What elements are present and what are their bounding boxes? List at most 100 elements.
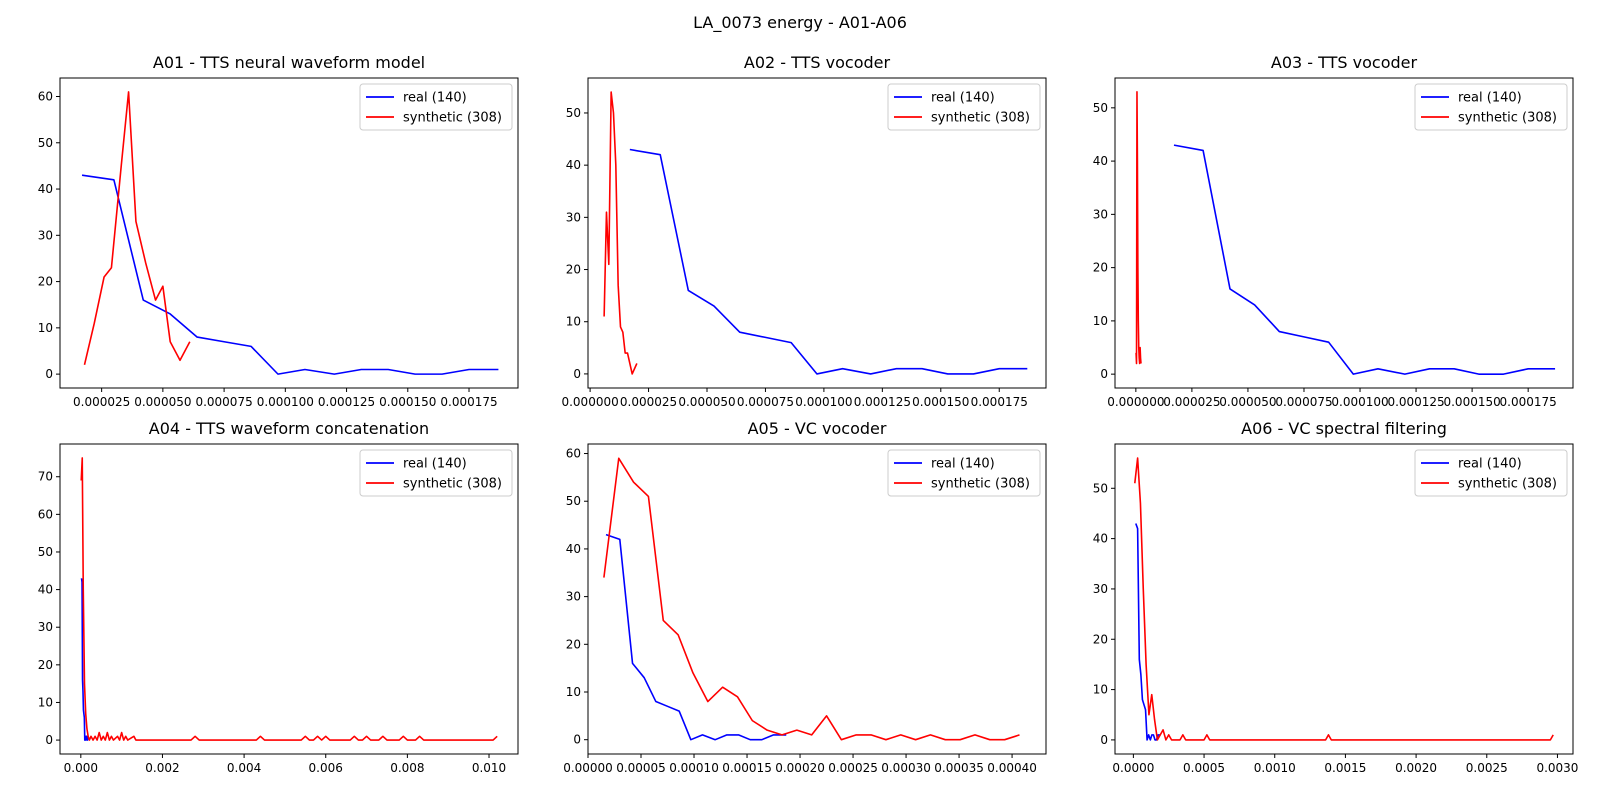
x-tick-label: 0.00030 xyxy=(881,761,931,775)
axes-frame xyxy=(59,443,519,755)
axes-frame xyxy=(1114,443,1574,755)
legend-box xyxy=(359,83,513,131)
x-tick-label: 0.00000 xyxy=(563,761,613,775)
legend-box xyxy=(1414,83,1568,131)
series-group xyxy=(603,457,1020,741)
x-tick-label: 0.0005 xyxy=(1183,761,1225,775)
legend: real (140) synthetic (308) xyxy=(1414,449,1568,497)
legend-box xyxy=(359,449,513,497)
x-tick-label: 0.000000 xyxy=(1107,395,1164,409)
y-tick-label: 0 xyxy=(573,367,581,381)
x-tick-label: 0.000000 xyxy=(561,395,618,409)
legend-label: real (140) xyxy=(931,91,995,106)
x-tick-label: 0.00040 xyxy=(987,761,1037,775)
legend-label: synthetic (308) xyxy=(931,111,1030,126)
axes-frame xyxy=(59,77,519,389)
y-tick-label: 40 xyxy=(566,542,581,556)
y-tick-label: 40 xyxy=(38,583,53,597)
subplot-title: A04 - TTS waveform concatenation xyxy=(149,419,429,438)
x-tick-label: 0.000100 xyxy=(257,395,314,409)
series-group xyxy=(603,91,1028,375)
series-line-real xyxy=(80,578,89,741)
x-tick-label: 0.000075 xyxy=(737,395,794,409)
y-tick-label: 30 xyxy=(566,590,581,604)
x-tick-label: 0.00005 xyxy=(616,761,666,775)
y-tick-label: 50 xyxy=(38,136,53,150)
subplot-1: A01 - TTS neural waveform model 0.000025 0… xyxy=(38,53,519,409)
x-tick-label: 0.008 xyxy=(390,761,424,775)
y-tick-label: 10 xyxy=(38,695,53,709)
y-tick-label: 20 xyxy=(1093,632,1108,646)
x-tick-label: 0.000025 xyxy=(73,395,130,409)
y-tick-label: 30 xyxy=(566,210,581,224)
x-tick-label: 0.000075 xyxy=(1275,395,1332,409)
y-tick-label: 60 xyxy=(566,447,581,461)
legend: real (140) synthetic (308) xyxy=(887,449,1041,497)
y-tick-label: 10 xyxy=(1093,683,1108,697)
y-tick-label: 0 xyxy=(1100,733,1108,747)
x-tick-label: 0.0030 xyxy=(1536,761,1578,775)
legend-label: real (140) xyxy=(1458,91,1522,106)
y-tick-label: 40 xyxy=(566,158,581,172)
series-line-real xyxy=(1173,144,1556,375)
x-tick-label: 0.000100 xyxy=(1331,395,1388,409)
series-line-real xyxy=(629,148,1028,375)
legend-label: synthetic (308) xyxy=(403,477,502,492)
series-line-synthetic xyxy=(603,91,638,375)
x-tick-label: 0.0010 xyxy=(1254,761,1296,775)
legend-label: real (140) xyxy=(931,457,995,472)
axes-frame xyxy=(587,443,1047,755)
y-tick-label: 20 xyxy=(566,637,581,651)
legend-box xyxy=(887,83,1041,131)
legend-label: real (140) xyxy=(403,91,467,106)
y-tick-label: 30 xyxy=(1093,207,1108,221)
x-tick-label: 0.000025 xyxy=(620,395,677,409)
legend-box xyxy=(1414,449,1568,497)
subplot-title: A03 - TTS vocoder xyxy=(1271,53,1418,72)
x-tick-label: 0.000100 xyxy=(795,395,852,409)
y-tick-label: 40 xyxy=(38,182,53,196)
y-tick-label: 20 xyxy=(566,263,581,277)
x-tick-label: 0.00015 xyxy=(722,761,772,775)
subplot-title: A02 - TTS vocoder xyxy=(744,53,891,72)
x-tick-label: 0.000175 xyxy=(440,395,497,409)
y-tick-label: 50 xyxy=(566,494,581,508)
x-tick-label: 0.000150 xyxy=(1443,395,1500,409)
x-tick-label: 0.000050 xyxy=(1219,395,1276,409)
y-tick-label: 10 xyxy=(38,321,53,335)
x-tick-label: 0.000125 xyxy=(854,395,911,409)
x-tick-label: 0.000125 xyxy=(318,395,375,409)
series-line-synthetic xyxy=(1133,457,1554,741)
subplot-6: A06 - VC spectral filtering 0.0000 0.0005 0… xyxy=(1093,419,1579,775)
x-tick-label: 0.0020 xyxy=(1395,761,1437,775)
y-tick-label: 40 xyxy=(1093,532,1108,546)
y-tick-label: 10 xyxy=(1093,314,1108,328)
y-tick-label: 20 xyxy=(38,658,53,672)
axes-frame xyxy=(1114,77,1574,389)
x-tick-label: 0.00025 xyxy=(828,761,878,775)
x-tick-label: 0.000175 xyxy=(1500,395,1557,409)
legend: real (140) synthetic (308) xyxy=(359,83,513,131)
x-tick-label: 0.000125 xyxy=(1387,395,1444,409)
subplot-title: A01 - TTS neural waveform model xyxy=(153,53,425,72)
legend-label: real (140) xyxy=(403,457,467,472)
series-group xyxy=(1133,457,1554,741)
x-tick-label: 0.002 xyxy=(145,761,179,775)
y-tick-label: 50 xyxy=(1093,101,1108,115)
x-tick-label: 0.000175 xyxy=(971,395,1028,409)
y-tick-label: 10 xyxy=(566,315,581,329)
x-tick-label: 0.000050 xyxy=(678,395,735,409)
legend: real (140) synthetic (308) xyxy=(1414,83,1568,131)
axes-frame xyxy=(587,77,1047,389)
y-tick-label: 40 xyxy=(1093,154,1108,168)
series-line-synthetic xyxy=(83,91,191,366)
series-group xyxy=(81,91,499,375)
legend-label: synthetic (308) xyxy=(931,477,1030,492)
y-tick-label: 30 xyxy=(1093,582,1108,596)
x-tick-label: 0.0000 xyxy=(1112,761,1154,775)
series-line-real xyxy=(605,533,787,741)
x-tick-label: 0.000075 xyxy=(195,395,252,409)
y-tick-label: 50 xyxy=(566,106,581,120)
